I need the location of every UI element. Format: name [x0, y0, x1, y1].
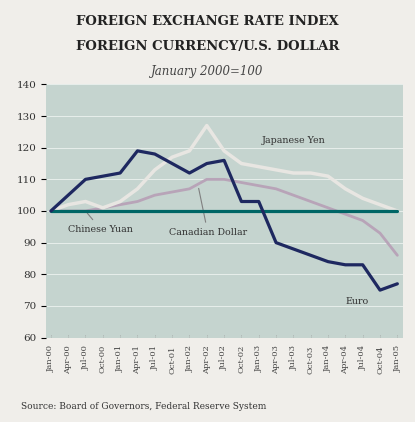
Text: Source: Board of Governors, Federal Reserve System: Source: Board of Governors, Federal Rese… [21, 403, 266, 411]
Text: FOREIGN EXCHANGE RATE INDEX: FOREIGN EXCHANGE RATE INDEX [76, 15, 339, 28]
Text: January 2000=100: January 2000=100 [151, 65, 264, 78]
Text: Japanese Yen: Japanese Yen [262, 136, 326, 145]
Text: Canadian Dollar: Canadian Dollar [168, 188, 247, 237]
Text: Chinese Yuan: Chinese Yuan [68, 213, 133, 233]
Text: Euro: Euro [345, 298, 369, 306]
Text: FOREIGN CURRENCY/U.S. DOLLAR: FOREIGN CURRENCY/U.S. DOLLAR [76, 40, 339, 53]
